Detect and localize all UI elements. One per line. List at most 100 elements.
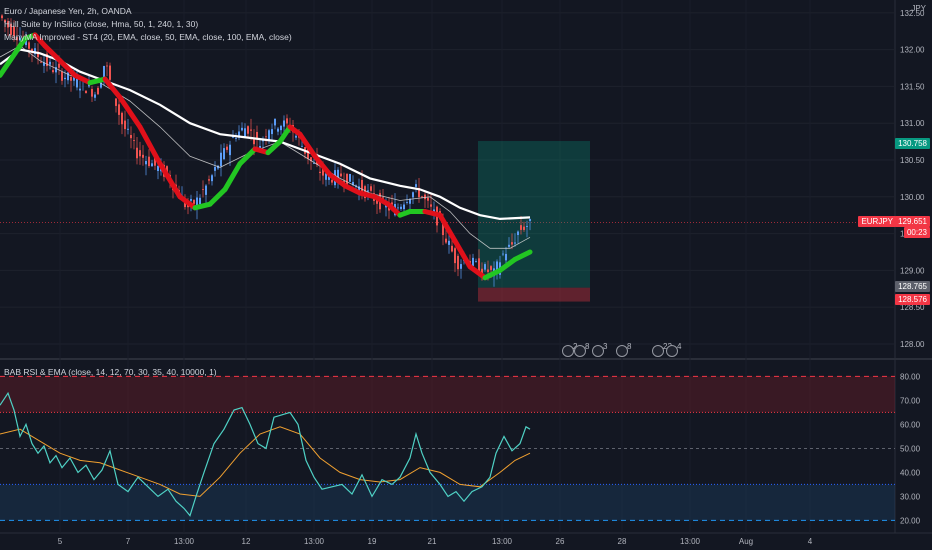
event-marker-icon[interactable]: [652, 345, 664, 357]
event-marker-icon[interactable]: [616, 345, 628, 357]
event-count-label[interactable]: 2: [573, 342, 578, 351]
countdown-tag: 00:23: [903, 227, 930, 238]
candle-body: [166, 166, 168, 174]
event-count-label[interactable]: 8: [585, 342, 590, 351]
hull-segment: [342, 183, 363, 196]
hull-segment: [512, 249, 533, 262]
candle-body: [220, 152, 222, 167]
rsi-tick-label: 70.00: [900, 396, 921, 405]
rsi-lines: [0, 391, 531, 517]
time-axis[interactable]: 5 7 13:00 12 13:00 19 21 13:00 26 28 13:00 Aug 4: [58, 537, 813, 546]
event-marker-icon[interactable]: [574, 345, 586, 357]
candle-body: [451, 245, 453, 252]
time-tick-label: 12: [242, 537, 251, 546]
candle-body: [67, 72, 69, 81]
candle-body: [70, 77, 72, 81]
candle-body: [106, 65, 108, 67]
candle-body: [52, 70, 54, 73]
candle-body: [31, 48, 33, 52]
time-tick-label: Aug: [739, 537, 753, 546]
candle-body: [421, 196, 423, 198]
candle-body: [34, 48, 36, 55]
candle-body: [208, 179, 210, 181]
candle-body: [19, 37, 21, 41]
event-count-label[interactable]: 4: [677, 342, 682, 351]
rsi-legend[interactable]: BAB RSI & EMA (close, 14, 12, 70, 30, 35…: [4, 367, 217, 377]
target-zone: [478, 141, 590, 223]
hull-segment: [297, 131, 318, 159]
symbol-tag: EURJPY: [858, 216, 896, 227]
candle-body: [505, 253, 507, 261]
price-tick-label: 131.50: [900, 82, 925, 91]
rsi-line: [0, 391, 531, 517]
candle-body: [118, 104, 120, 115]
event-marker-icon[interactable]: [562, 345, 574, 357]
candle-body: [157, 166, 159, 172]
event-markers[interactable]: 2 8 3 8 22 4: [562, 342, 683, 357]
candle-body: [250, 129, 252, 131]
candle-body: [37, 51, 39, 58]
hull-segment: [437, 212, 458, 244]
event-marker-icon[interactable]: [666, 345, 678, 357]
candle-body: [43, 62, 45, 66]
candle-body: [286, 118, 288, 124]
candle-body: [16, 37, 18, 41]
hull-segment: [177, 194, 198, 211]
event-count-label[interactable]: 22: [663, 342, 672, 351]
target-price-tag: 130.758: [895, 138, 930, 149]
candle-body: [340, 173, 342, 177]
time-tick-label: 13:00: [492, 537, 513, 546]
target-zone-lower: [478, 222, 590, 288]
price-axis[interactable]: 128.00128.50129.00129.50130.00130.50131.…: [900, 9, 925, 526]
hull-suite-legend[interactable]: Hull Suite by InSilico (close, Hma, 50, …: [4, 19, 199, 29]
candle-body: [58, 63, 60, 68]
event-count-label[interactable]: 8: [627, 342, 632, 351]
time-tick-label: 21: [428, 537, 437, 546]
candle-body: [337, 169, 339, 181]
candle-body: [409, 199, 411, 204]
candle-body: [196, 197, 198, 209]
candle-body: [76, 78, 78, 88]
candle-body: [103, 65, 105, 78]
candle-body: [4, 19, 6, 23]
candle-body: [283, 120, 285, 127]
candle-body: [358, 186, 360, 193]
event-count-label[interactable]: 3: [603, 342, 608, 351]
candle-body: [256, 131, 258, 139]
candle-body: [115, 98, 117, 106]
stop-zone: [478, 287, 590, 302]
candle-body: [391, 202, 393, 205]
candle-body: [415, 184, 417, 187]
time-tick-label: 5: [58, 537, 63, 546]
overbought-band: [0, 376, 895, 413]
candle-body: [190, 198, 192, 201]
candle-body: [511, 242, 513, 245]
candle-body: [229, 144, 231, 156]
candle-body: [13, 26, 15, 37]
candle-body: [88, 84, 90, 87]
candle-body: [247, 126, 249, 134]
grid: [0, 0, 932, 534]
ema-100-line: [0, 48, 531, 221]
entry-price-tag: 128.765: [895, 281, 930, 292]
hull-segment: [452, 238, 473, 270]
candle-body: [85, 90, 87, 94]
candle-body: [130, 135, 132, 139]
candle-body: [484, 264, 486, 270]
event-marker-icon[interactable]: [592, 345, 604, 357]
price-tick-label: 129.00: [900, 266, 925, 275]
candle-body: [109, 65, 111, 80]
rsi-tick-label: 50.00: [900, 444, 921, 453]
rsi-tick-label: 60.00: [900, 420, 921, 429]
hull-segment: [0, 50, 18, 78]
candle-body: [154, 156, 156, 166]
hull-segment: [117, 94, 143, 130]
time-tick-label: 19: [368, 537, 377, 546]
candle-body: [472, 257, 474, 266]
candle-body: [526, 225, 528, 227]
candle-body: [193, 199, 195, 204]
candle-body: [412, 192, 414, 198]
candle-body: [433, 209, 435, 212]
candle-body: [28, 42, 30, 49]
manyma-legend[interactable]: ManyMA Improved - ST4 (20, EMA, close, 5…: [4, 32, 292, 42]
